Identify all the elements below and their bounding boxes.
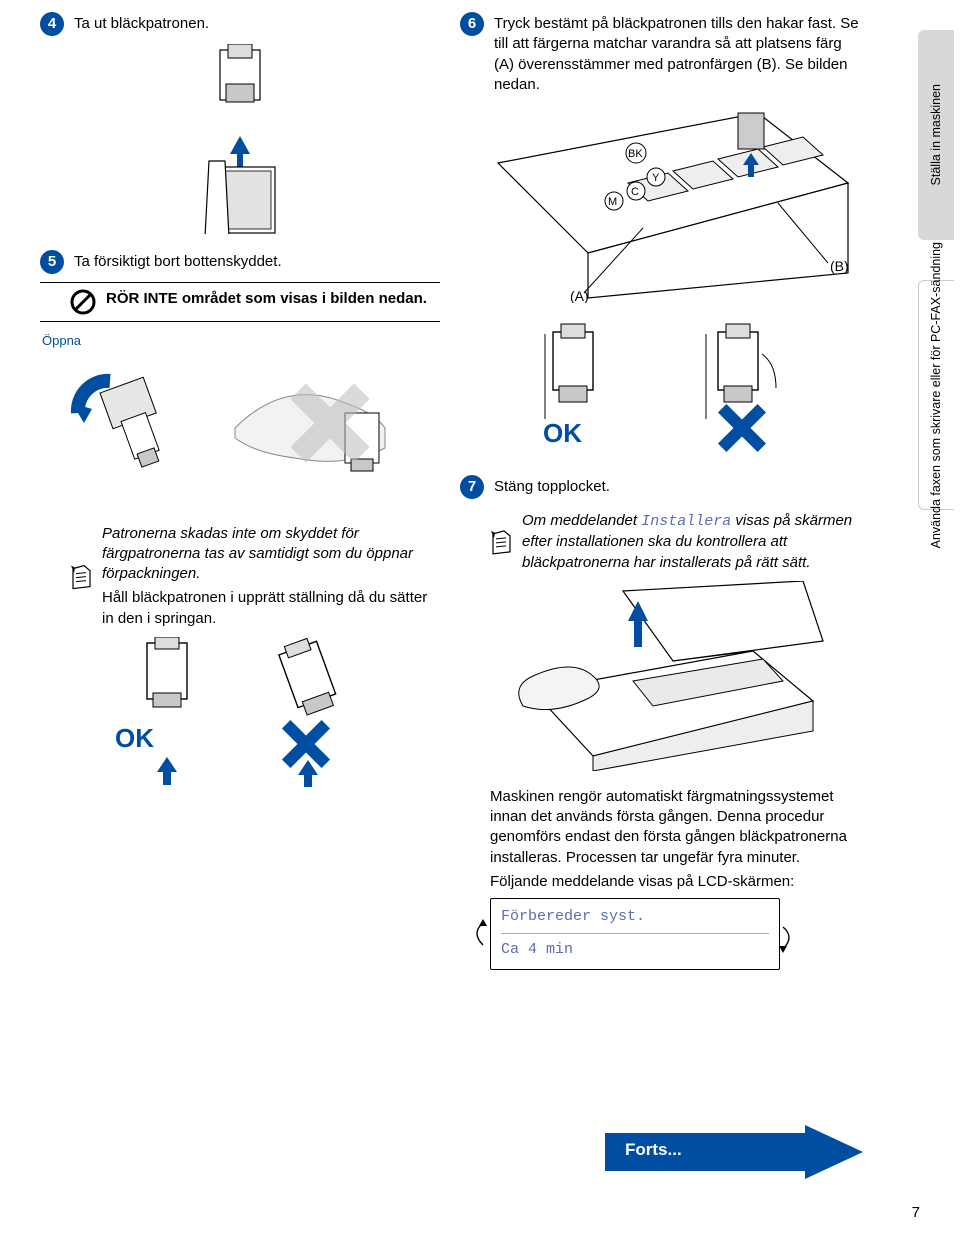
figure-insert-cartridge: BK Y C M (A) (B) <box>460 103 875 303</box>
label-y: Y <box>652 172 660 184</box>
cycle-arrow-right-icon <box>779 923 799 953</box>
label-b: (B) <box>830 258 849 274</box>
note-1-italic: Patronerna skadas inte om skyddet för fä… <box>102 525 413 583</box>
step-6-text: Tryck bestämt på bläckpatronen tills den… <box>494 12 875 95</box>
ok-text-left: OK <box>115 723 154 753</box>
lcd-intro-text: Följande meddelande visas på LCD-skärmen… <box>460 872 875 892</box>
lcd-display: Förbereder syst. Ca 4 min <box>490 898 780 970</box>
side-tab-fax: Använda faxen som skrivare eller för PC-… <box>918 280 954 510</box>
cycle-arrow-left-icon <box>469 919 489 949</box>
auto-clean-text: Maskinen rengör automatiskt färgmatnings… <box>460 787 875 868</box>
note-2-text: Om meddelandet Installera visas på skärm… <box>522 511 875 573</box>
step-6: 6 Tryck bestämt på bläckpatronen tills d… <box>460 12 875 95</box>
continue-arrow: Forts... <box>605 1125 865 1179</box>
step-5: 5 Ta försiktigt bort bottenskyddet. <box>40 250 440 274</box>
figure-upright-ok-no: OK <box>40 637 440 787</box>
continue-text: Forts... <box>625 1139 682 1162</box>
figure-open-and-dont-touch <box>40 358 440 508</box>
page-number: 7 <box>912 1203 920 1223</box>
side-tab-setup: Ställa in maskinen <box>918 30 954 240</box>
note-1-text: Patronerna skadas inte om skyddet för fä… <box>102 524 440 629</box>
step-7-text: Stäng topplocket. <box>494 475 875 499</box>
side-tab-fax-label: Använda faxen som skrivare eller för PC-… <box>928 242 945 548</box>
lcd-line-1: Förbereder syst. <box>501 907 769 927</box>
left-column: 4 Ta ut bläckpatronen. <box>40 12 440 976</box>
note-2a: Om meddelandet <box>522 512 641 529</box>
warning-text: RÖR INTE området som visas i bilden neda… <box>106 289 427 315</box>
note-1-normal: Håll bläckpatronen i upprätt ställning d… <box>102 588 440 629</box>
step-4-badge: 4 <box>40 12 64 36</box>
step-6-badge: 6 <box>460 12 484 36</box>
warning-block: RÖR INTE området som visas i bilden neda… <box>40 282 440 322</box>
note-2-keyword: Installera <box>641 513 731 530</box>
figure-remove-cartridge <box>40 44 440 234</box>
label-bk: BK <box>628 148 643 160</box>
lcd-line-2: Ca 4 min <box>501 940 769 960</box>
open-label: Öppna <box>40 332 440 350</box>
page-content: 4 Ta ut bläckpatronen. <box>0 0 960 976</box>
step-7: 7 Stäng topplocket. <box>460 475 875 499</box>
label-m: M <box>608 196 617 208</box>
step-7-badge: 7 <box>460 475 484 499</box>
side-tab-setup-label: Ställa in maskinen <box>928 84 945 185</box>
ok-text-right: OK <box>543 418 582 448</box>
step-4: 4 Ta ut bläckpatronen. <box>40 12 440 36</box>
step-5-text: Ta försiktigt bort bottenskyddet. <box>74 250 440 274</box>
step-4-text: Ta ut bläckpatronen. <box>74 12 440 36</box>
right-column: 6 Tryck bestämt på bläckpatronen tills d… <box>460 12 875 976</box>
note-icon <box>70 524 92 629</box>
step-5-badge: 5 <box>40 250 64 274</box>
figure-ok-no-cartridge: OK <box>460 319 875 459</box>
figure-close-lid <box>460 581 875 771</box>
label-c: C <box>631 186 639 198</box>
prohibit-icon <box>70 289 96 315</box>
note-2: Om meddelandet Installera visas på skärm… <box>460 511 875 573</box>
note-1: Patronerna skadas inte om skyddet för fä… <box>40 524 440 629</box>
note-icon-2 <box>490 511 512 573</box>
